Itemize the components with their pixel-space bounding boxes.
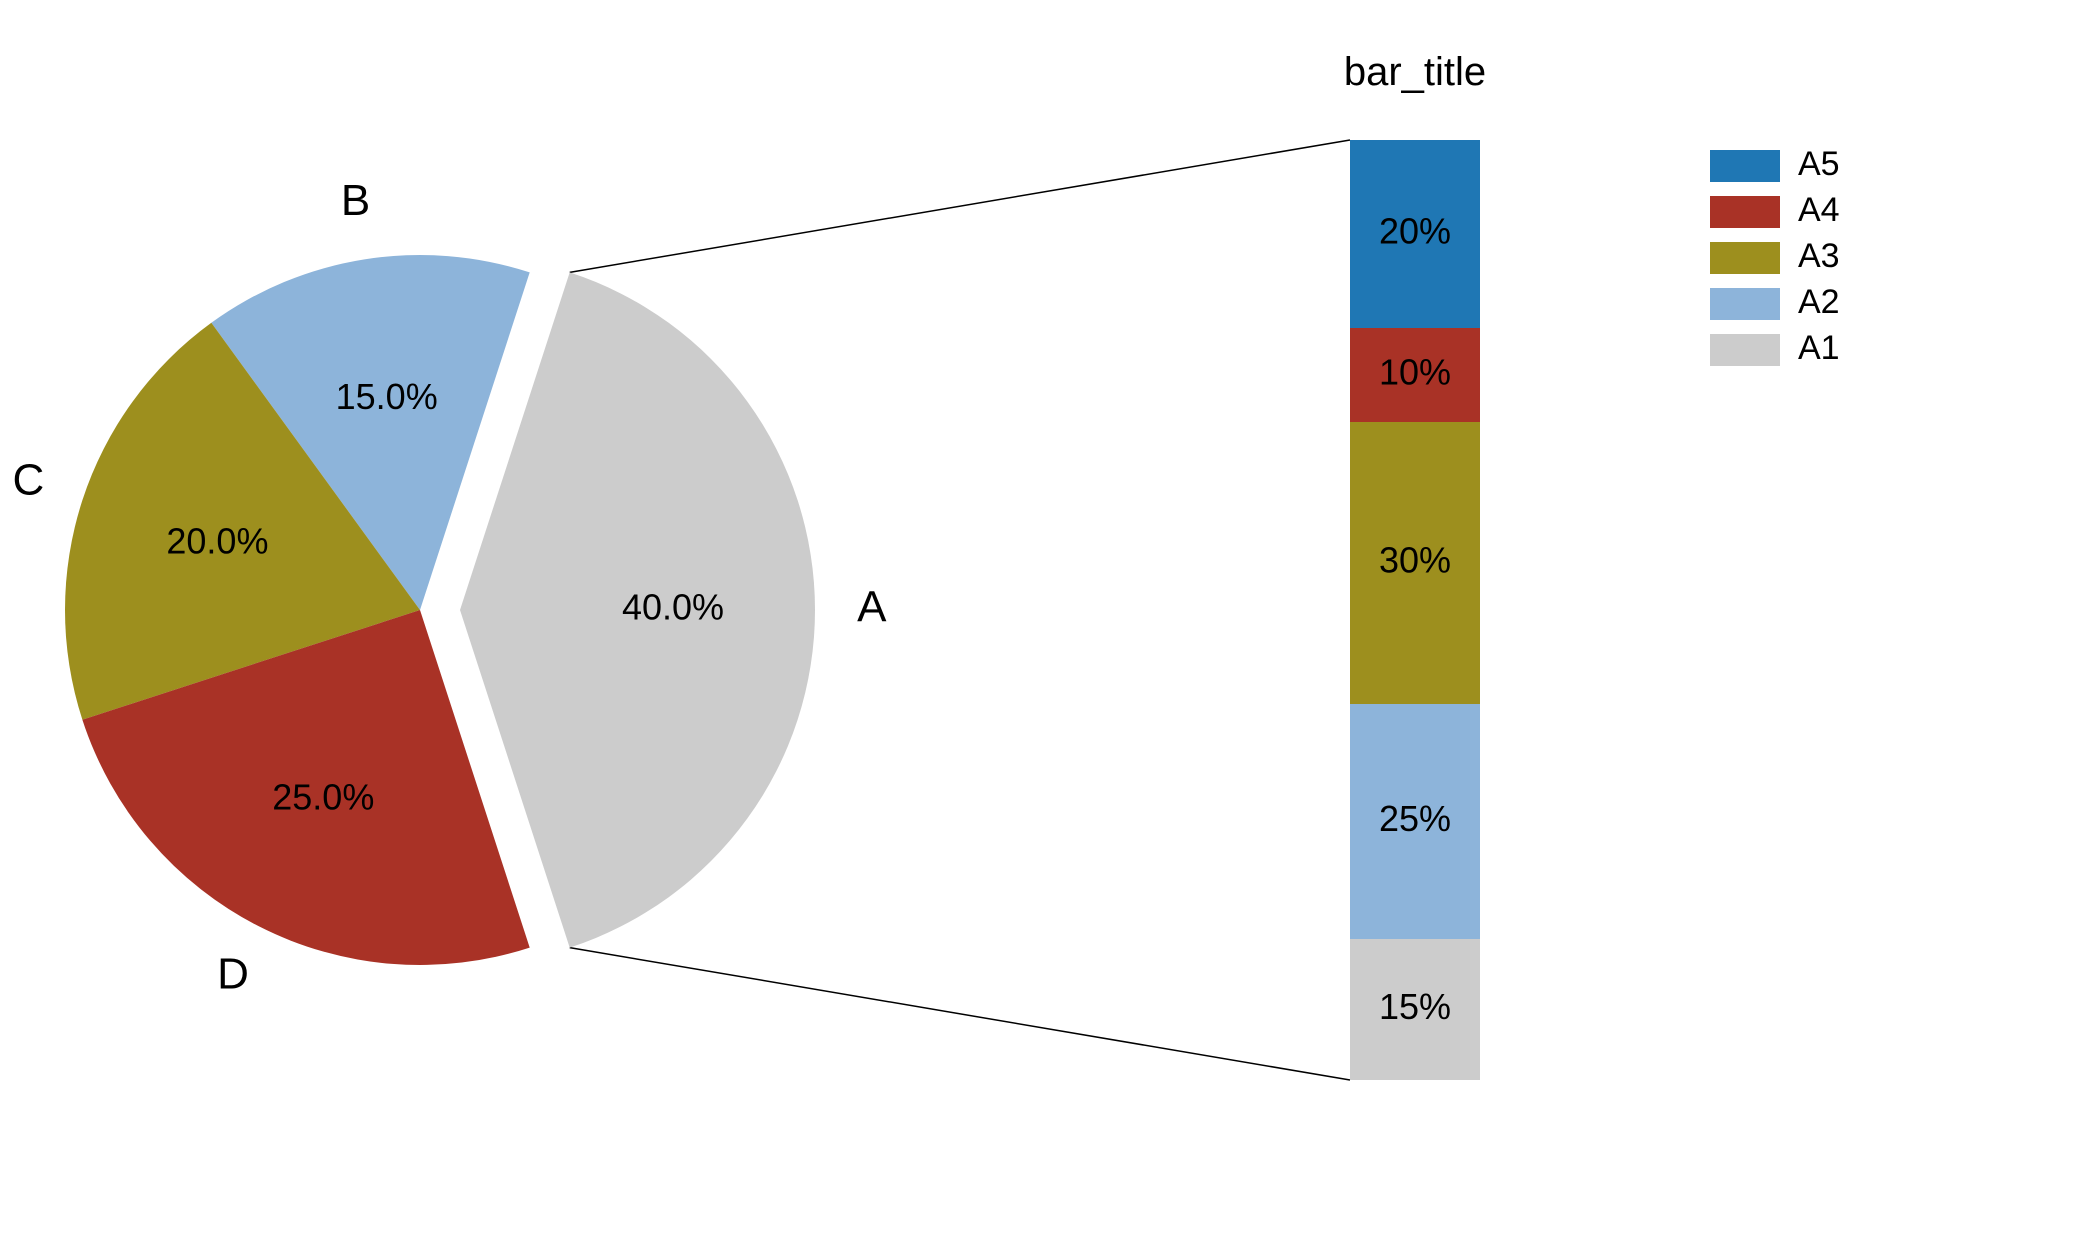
pie-pct-d: 25.0%	[272, 776, 374, 817]
pie-pct-a: 40.0%	[622, 587, 724, 628]
legend-label-a3: A3	[1798, 237, 1840, 275]
chart-root: 40.0% A 15.0% B 20.0% C 25.0% D bar_title 20% 10%…	[0, 0, 2083, 1238]
legend-label-a4: A4	[1798, 191, 1840, 229]
legend-swatch-a3	[1710, 242, 1780, 274]
legend-label-a5: A5	[1798, 145, 1840, 183]
bar-pct-a4: 10%	[1379, 352, 1451, 393]
pie-label-a: A	[857, 583, 887, 632]
legend-swatch-a1	[1710, 334, 1780, 366]
legend-swatch-a2	[1710, 288, 1780, 320]
legend-label-a1: A1	[1798, 329, 1840, 367]
bar-pct-a3: 30%	[1379, 540, 1451, 581]
legend-swatch-a4	[1710, 196, 1780, 228]
bar-pct-a2: 25%	[1379, 798, 1451, 839]
legend: A5 A4 A3 A2 A1	[1710, 145, 1840, 367]
pie-pct-c: 20.0%	[166, 521, 268, 562]
bar-title: bar_title	[1344, 50, 1486, 94]
connector-top	[570, 140, 1350, 272]
pie-pct-b: 15.0%	[336, 376, 438, 417]
bar-pct-a5: 20%	[1379, 211, 1451, 252]
bar-pct-a1: 15%	[1379, 986, 1451, 1027]
pie-chart: 40.0% A 15.0% B 20.0% C 25.0% D	[12, 176, 887, 999]
chart-svg: 40.0% A 15.0% B 20.0% C 25.0% D bar_title 20% 10%…	[0, 0, 2083, 1238]
legend-label-a2: A2	[1798, 283, 1840, 321]
stacked-bar: bar_title 20% 10% 30% 25% 15%	[1344, 50, 1486, 1080]
legend-swatch-a5	[1710, 150, 1780, 182]
pie-label-d: D	[217, 950, 249, 999]
pie-label-c: C	[12, 455, 44, 504]
connector-bottom	[570, 948, 1350, 1080]
pie-label-b: B	[341, 176, 370, 225]
